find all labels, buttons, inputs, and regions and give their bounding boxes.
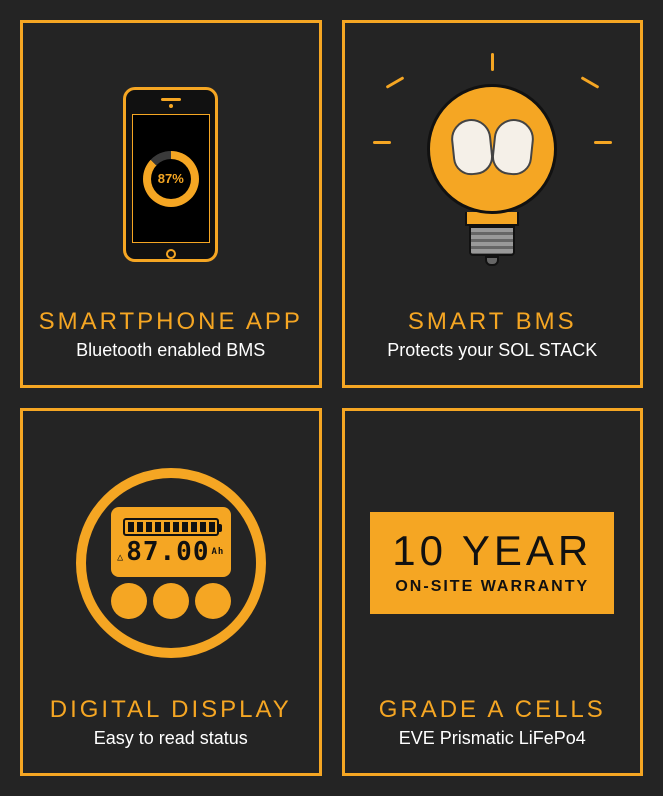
feature-grid: 87% SMARTPHONE APP Bluetooth enabled BMS bbox=[20, 20, 643, 776]
smartphone-icon: 87% bbox=[33, 41, 309, 308]
card-title: GRADE A CELLS bbox=[379, 696, 606, 724]
card-smartphone-app: 87% SMARTPHONE APP Bluetooth enabled BMS bbox=[20, 20, 322, 388]
phone-outline: 87% bbox=[123, 87, 218, 262]
knob-icon bbox=[153, 583, 189, 619]
lcd-display-icon: △87.00Ah bbox=[33, 429, 309, 696]
card-subtitle: EVE Prismatic LiFePo4 bbox=[399, 728, 586, 749]
card-subtitle: Easy to read status bbox=[94, 728, 248, 749]
display-readout: △87.00Ah bbox=[117, 539, 224, 565]
battery-bar-icon bbox=[123, 518, 219, 536]
warranty-years: 10 YEAR bbox=[392, 530, 592, 572]
knob-icon bbox=[111, 583, 147, 619]
card-subtitle: Bluetooth enabled BMS bbox=[76, 340, 265, 361]
battery-percent: 87% bbox=[158, 171, 184, 186]
brain-bulb-icon bbox=[355, 41, 631, 308]
card-subtitle: Protects your SOL STACK bbox=[387, 340, 597, 361]
card-title: SMART BMS bbox=[408, 308, 577, 336]
card-title: SMARTPHONE APP bbox=[39, 308, 303, 336]
card-title: DIGITAL DISPLAY bbox=[50, 696, 292, 724]
warranty-line2: ON-SITE WARRANTY bbox=[395, 578, 589, 596]
brain-icon bbox=[450, 119, 535, 179]
card-digital-display: △87.00Ah DIGITAL DISPLAY Easy to read st… bbox=[20, 408, 322, 776]
knob-icon bbox=[195, 583, 231, 619]
card-smart-bms: SMART BMS Protects your SOL STACK bbox=[342, 20, 644, 388]
warranty-badge-icon: 10 YEAR ON-SITE WARRANTY bbox=[355, 429, 631, 696]
card-grade-a-cells: 10 YEAR ON-SITE WARRANTY GRADE A CELLS E… bbox=[342, 408, 644, 776]
progress-ring-icon: 87% bbox=[143, 151, 199, 207]
